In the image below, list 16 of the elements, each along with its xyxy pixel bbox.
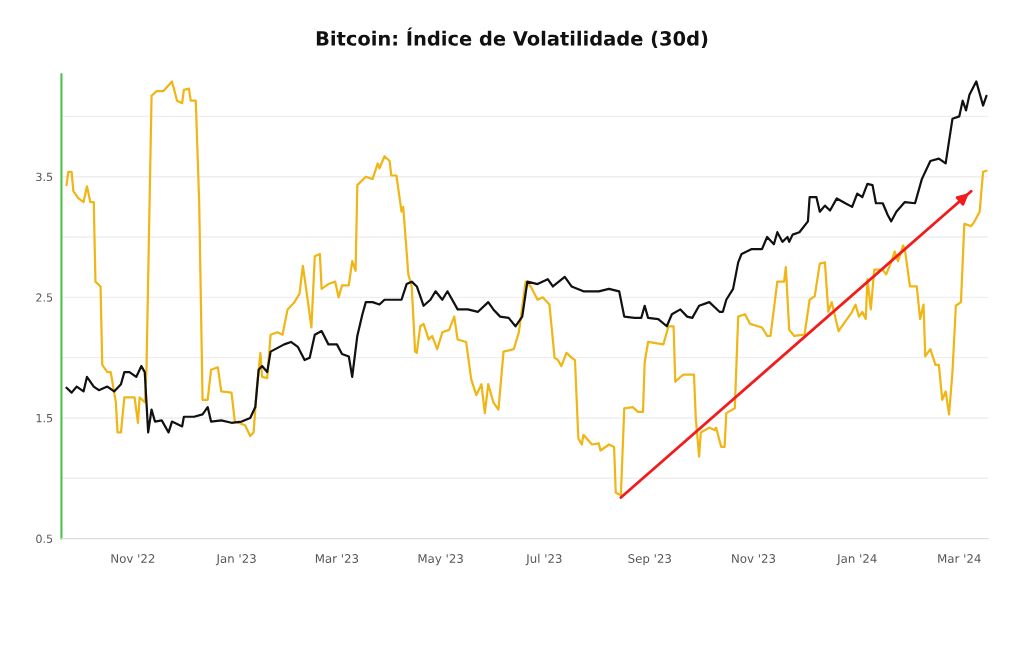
x-tick-label: Jan '23 [215,554,256,566]
y-tick-label: 3.5 [36,172,53,182]
line-series [65,80,988,434]
x-tick-label: Mar '24 [938,554,981,563]
x-tick-label: Sep '23 [628,554,671,566]
x-tick-label: Nov '23 [732,554,776,563]
line-series [65,80,988,497]
y-tick-label: 1.5 [36,414,53,423]
x-tick-label: Jan '24 [836,554,877,566]
x-tick-label: May '23 [418,554,463,566]
chart-title: Bitcoin: Índice de Volatilidade (30d) [316,27,708,49]
x-tick-label: Jul '23 [525,553,562,566]
x-tick-label: Nov '22 [111,554,155,563]
x-tick-label: Mar '23 [315,554,359,563]
y-tick-label: 2.5 [36,293,53,302]
y-tick-label: 0.5 [36,534,53,543]
